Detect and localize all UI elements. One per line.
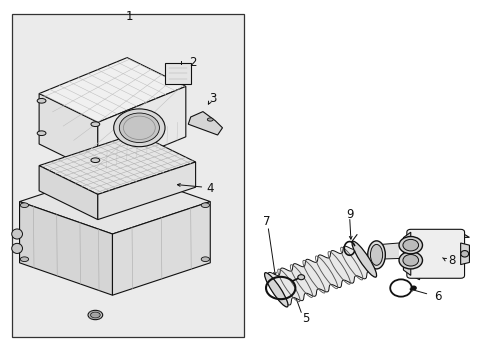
- Polygon shape: [39, 58, 185, 122]
- Polygon shape: [376, 243, 398, 259]
- Text: 3: 3: [208, 93, 216, 105]
- Ellipse shape: [402, 255, 418, 266]
- Ellipse shape: [460, 251, 468, 257]
- Polygon shape: [267, 246, 372, 305]
- Text: 2: 2: [189, 57, 197, 69]
- Ellipse shape: [207, 118, 213, 121]
- Ellipse shape: [20, 203, 28, 207]
- Circle shape: [410, 286, 415, 290]
- Ellipse shape: [88, 310, 102, 320]
- Polygon shape: [39, 166, 98, 220]
- Ellipse shape: [12, 229, 22, 239]
- Ellipse shape: [297, 275, 304, 280]
- Polygon shape: [112, 202, 210, 295]
- Polygon shape: [410, 232, 419, 280]
- Ellipse shape: [113, 109, 164, 147]
- Polygon shape: [39, 94, 98, 173]
- Ellipse shape: [367, 241, 385, 269]
- Polygon shape: [98, 86, 185, 173]
- Polygon shape: [188, 112, 222, 135]
- Ellipse shape: [264, 273, 287, 307]
- FancyBboxPatch shape: [164, 63, 191, 84]
- Ellipse shape: [370, 244, 382, 265]
- Ellipse shape: [90, 312, 100, 318]
- Text: 9: 9: [345, 208, 353, 221]
- Ellipse shape: [37, 131, 46, 135]
- Text: 4: 4: [206, 183, 214, 195]
- Ellipse shape: [20, 257, 28, 261]
- Ellipse shape: [201, 203, 209, 207]
- Polygon shape: [460, 243, 468, 265]
- Text: 6: 6: [433, 291, 441, 303]
- Polygon shape: [20, 202, 112, 295]
- Polygon shape: [98, 162, 195, 220]
- Ellipse shape: [398, 252, 422, 269]
- Bar: [12, 14, 244, 337]
- Ellipse shape: [402, 239, 418, 251]
- Ellipse shape: [91, 158, 100, 163]
- Ellipse shape: [12, 243, 22, 253]
- Ellipse shape: [398, 237, 422, 254]
- Polygon shape: [403, 232, 410, 275]
- Polygon shape: [20, 169, 210, 234]
- Ellipse shape: [119, 113, 159, 143]
- Text: 7: 7: [262, 215, 270, 228]
- Text: 1: 1: [125, 10, 133, 23]
- FancyBboxPatch shape: [406, 229, 464, 278]
- Ellipse shape: [91, 122, 100, 126]
- Ellipse shape: [201, 257, 209, 261]
- Polygon shape: [39, 133, 195, 194]
- Ellipse shape: [37, 99, 46, 103]
- Ellipse shape: [351, 241, 376, 277]
- Text: 8: 8: [447, 255, 455, 267]
- Polygon shape: [410, 232, 468, 237]
- Text: 5: 5: [301, 312, 309, 325]
